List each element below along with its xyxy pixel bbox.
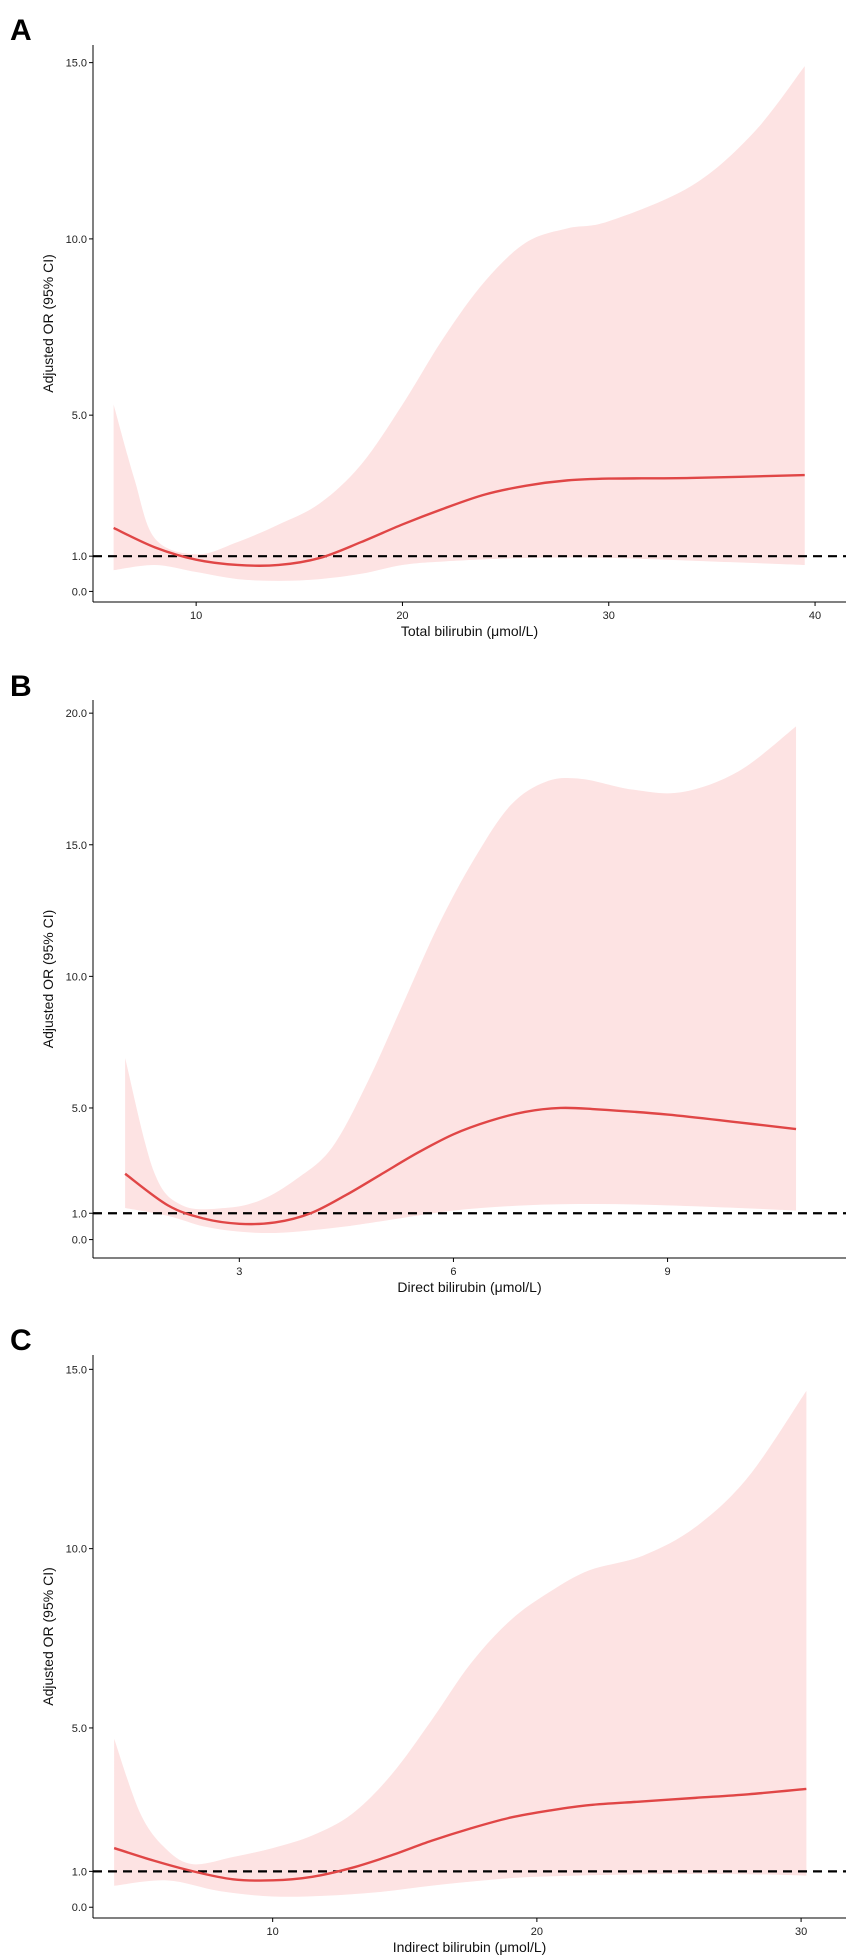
y-tick-label: 15.0 <box>66 58 87 70</box>
panel-c: 0.0 1.0 5.0 10.0 15.0 10 20 30 Indirect bilirubi… <box>10 1324 846 1955</box>
panel-a: 0.0 1.0 5.0 10.0 15.0 10 20 30 40 Total bilirubin… <box>10 14 846 639</box>
x-tick-label: 30 <box>795 1926 807 1938</box>
x-axis-title: Direct bilirubin (μmol/L) <box>397 1279 541 1295</box>
or-line <box>113 1787 807 1882</box>
y-axis-title: Adjusted OR (95% CI) <box>40 910 56 1049</box>
y-tick-label: 1.0 <box>72 551 87 563</box>
y-axis-title: Adjusted OR (95% CI) <box>40 1567 56 1706</box>
y-tick-label: 1.0 <box>72 1208 87 1220</box>
panel-label: B <box>10 670 32 703</box>
y-tick-label: 0.0 <box>72 586 87 598</box>
x-tick-label: 10 <box>267 1926 279 1938</box>
y-axis-title: Adjusted OR (95% CI) <box>40 254 56 393</box>
y-tick-label: 10.0 <box>66 234 87 246</box>
y-tick-label: 20.0 <box>66 708 87 720</box>
y-tick-label: 5.0 <box>72 410 87 422</box>
y-tick-label: 15.0 <box>66 1364 87 1376</box>
x-axis-title: Total bilirubin (μmol/L) <box>401 623 538 639</box>
y-tick-label: 0.0 <box>72 1235 87 1247</box>
y-tick-label: 10.0 <box>66 1544 87 1556</box>
y-tick-label: 1.0 <box>72 1866 87 1878</box>
x-axis-title: Indirect bilirubin (μmol/L) <box>393 1939 547 1955</box>
panel-label: C <box>10 1324 32 1357</box>
y-tick-label: 15.0 <box>66 840 87 852</box>
y-tick-label: 5.0 <box>72 1723 87 1735</box>
x-tick-label: 30 <box>603 610 615 622</box>
ci-band <box>113 66 805 581</box>
ci-band <box>114 1390 807 1897</box>
x-tick-label: 10 <box>190 610 202 622</box>
y-tick-label: 10.0 <box>66 971 87 983</box>
or-line <box>113 473 805 567</box>
x-tick-label: 3 <box>236 1266 242 1278</box>
x-tick-label: 20 <box>396 610 408 622</box>
y-tick-label: 5.0 <box>72 1103 87 1115</box>
y-tick-label: 0.0 <box>72 1902 87 1914</box>
or-line <box>124 1106 797 1226</box>
panel-b: 0.0 1.0 5.0 10.0 15.0 20.0 3 6 9 Direct bilirubin… <box>10 670 846 1295</box>
panel-label: A <box>10 14 32 47</box>
ci-band <box>125 726 797 1234</box>
x-tick-label: 9 <box>665 1266 671 1278</box>
x-tick-label: 20 <box>531 1926 543 1938</box>
x-tick-label: 6 <box>450 1266 456 1278</box>
x-tick-label: 40 <box>809 610 821 622</box>
